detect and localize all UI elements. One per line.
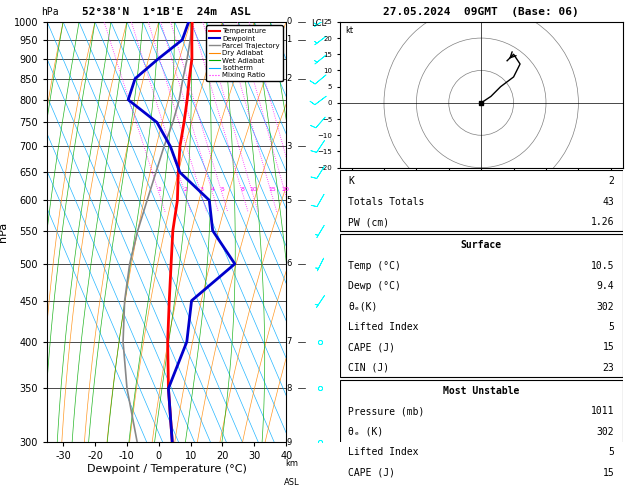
- Text: Totals Totals: Totals Totals: [348, 197, 425, 207]
- Text: CAPE (J): CAPE (J): [348, 342, 395, 352]
- Text: 3: 3: [199, 188, 203, 192]
- Legend: Temperature, Dewpoint, Parcel Trajectory, Dry Adiabat, Wet Adiabat, Isotherm, Mi: Temperature, Dewpoint, Parcel Trajectory…: [206, 25, 282, 81]
- Text: 6: 6: [286, 260, 292, 268]
- X-axis label: Dewpoint / Temperature (°C): Dewpoint / Temperature (°C): [87, 464, 247, 474]
- Text: K: K: [348, 176, 354, 186]
- Text: 52°38'N  1°1B'E  24m  ASL: 52°38'N 1°1B'E 24m ASL: [82, 7, 251, 17]
- Text: 8: 8: [286, 384, 292, 393]
- Bar: [340, 170, 623, 231]
- Text: θₑ(K): θₑ(K): [348, 301, 377, 312]
- Text: 302: 302: [596, 301, 614, 312]
- Text: 302: 302: [596, 427, 614, 437]
- Bar: [340, 234, 623, 377]
- Text: CIN (J): CIN (J): [348, 363, 389, 373]
- Text: 15: 15: [603, 342, 614, 352]
- Text: kt: kt: [345, 26, 353, 35]
- Text: Dewp (°C): Dewp (°C): [348, 281, 401, 291]
- Text: θₑ (K): θₑ (K): [348, 427, 384, 437]
- Text: 1: 1: [286, 35, 292, 44]
- Text: Lifted Index: Lifted Index: [348, 322, 419, 332]
- Text: km: km: [285, 459, 298, 468]
- Text: 27.05.2024  09GMT  (Base: 06): 27.05.2024 09GMT (Base: 06): [383, 7, 579, 17]
- Text: 1011: 1011: [591, 406, 614, 417]
- Text: 43: 43: [603, 197, 614, 207]
- Text: 2: 2: [286, 74, 292, 83]
- Text: 23: 23: [603, 363, 614, 373]
- Text: 7: 7: [286, 337, 292, 347]
- Text: Most Unstable: Most Unstable: [443, 386, 520, 396]
- Text: 15: 15: [268, 188, 276, 192]
- Text: 1.26: 1.26: [591, 217, 614, 227]
- Text: 2: 2: [608, 176, 614, 186]
- Text: 9.4: 9.4: [596, 281, 614, 291]
- Text: 10: 10: [249, 188, 257, 192]
- Text: hPa: hPa: [41, 7, 58, 17]
- Text: 5: 5: [286, 196, 292, 205]
- Text: LCL: LCL: [311, 19, 326, 28]
- Text: Pressure (mb): Pressure (mb): [348, 406, 425, 417]
- Text: 2: 2: [183, 188, 187, 192]
- Text: 9: 9: [286, 438, 292, 447]
- Text: 15: 15: [603, 468, 614, 478]
- Text: 5: 5: [608, 322, 614, 332]
- Text: 4: 4: [211, 188, 215, 192]
- Y-axis label: hPa: hPa: [0, 222, 8, 242]
- Text: ASL: ASL: [284, 478, 299, 486]
- Text: 20: 20: [282, 188, 289, 192]
- Text: 0: 0: [286, 17, 292, 26]
- Text: Lifted Index: Lifted Index: [348, 447, 419, 457]
- Bar: [340, 380, 623, 486]
- Text: 5: 5: [608, 447, 614, 457]
- Text: Surface: Surface: [460, 240, 502, 250]
- Text: PW (cm): PW (cm): [348, 217, 389, 227]
- Text: 3: 3: [286, 142, 292, 151]
- Text: Temp (°C): Temp (°C): [348, 260, 401, 271]
- Text: 8: 8: [241, 188, 245, 192]
- Text: 5: 5: [221, 188, 225, 192]
- Text: 10.5: 10.5: [591, 260, 614, 271]
- Text: 1: 1: [157, 188, 162, 192]
- Text: CAPE (J): CAPE (J): [348, 468, 395, 478]
